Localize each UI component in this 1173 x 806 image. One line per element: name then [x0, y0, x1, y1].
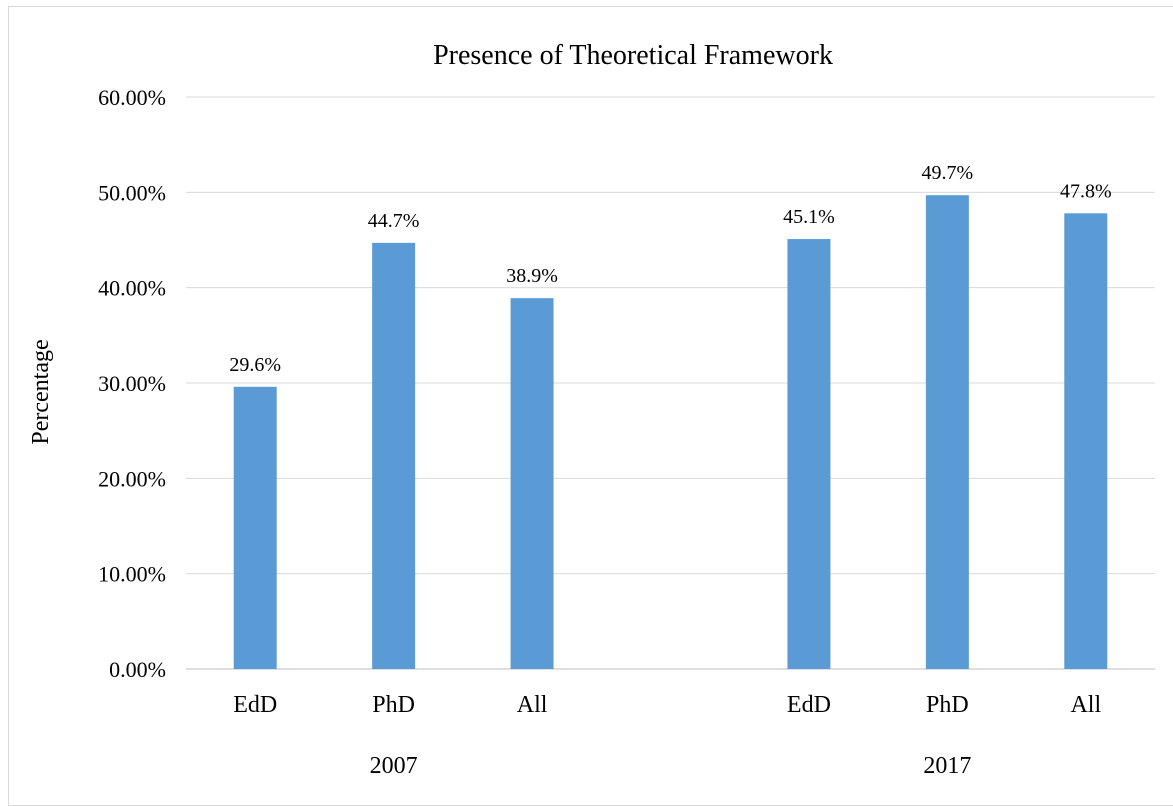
chart-frame [8, 6, 1173, 806]
bar [510, 298, 554, 669]
y-tick-label: 0.00% [109, 657, 166, 682]
x-tick-label: All [517, 692, 548, 718]
x-axis-labels: EdD PhD All 2007 EdD PhD All 2017 [233, 692, 1101, 779]
bar [1064, 213, 1108, 669]
x-group-label: 2017 [923, 753, 971, 779]
y-tick-label: 50.00% [98, 180, 166, 205]
bar [233, 386, 277, 669]
x-group-label: 2007 [370, 753, 418, 779]
data-label: 44.7% [368, 210, 420, 232]
bar [925, 195, 969, 669]
y-tick-label: 20.00% [98, 466, 166, 491]
data-label: 47.8% [1060, 180, 1112, 202]
data-label: 38.9% [506, 265, 558, 287]
chart-title: Presence of Theoretical Framework [433, 40, 833, 71]
y-axis-ticks: 0.00% 10.00% 20.00% 30.00% 40.00% 50.00% 60.00… [98, 85, 166, 682]
data-label: 45.1% [783, 206, 835, 228]
y-tick-label: 30.00% [98, 371, 166, 396]
x-tick-label: All [1070, 692, 1101, 718]
x-tick-label: EdD [233, 692, 277, 718]
bars: 29.6% 44.7% 38.9% 45.1% 49.7% 47.8% [229, 162, 1112, 670]
data-label: 29.6% [229, 354, 281, 376]
x-tick-label: EdD [787, 692, 831, 718]
y-axis-label: Percentage [28, 339, 54, 444]
gridlines [186, 96, 1155, 670]
y-tick-label: 10.00% [98, 562, 166, 587]
bar [787, 239, 831, 669]
x-tick-label: PhD [372, 692, 415, 718]
x-tick-label: PhD [926, 692, 969, 718]
y-tick-label: 60.00% [98, 85, 166, 110]
y-tick-label: 40.00% [98, 276, 166, 301]
data-label: 49.7% [922, 162, 974, 184]
bar [372, 242, 416, 670]
